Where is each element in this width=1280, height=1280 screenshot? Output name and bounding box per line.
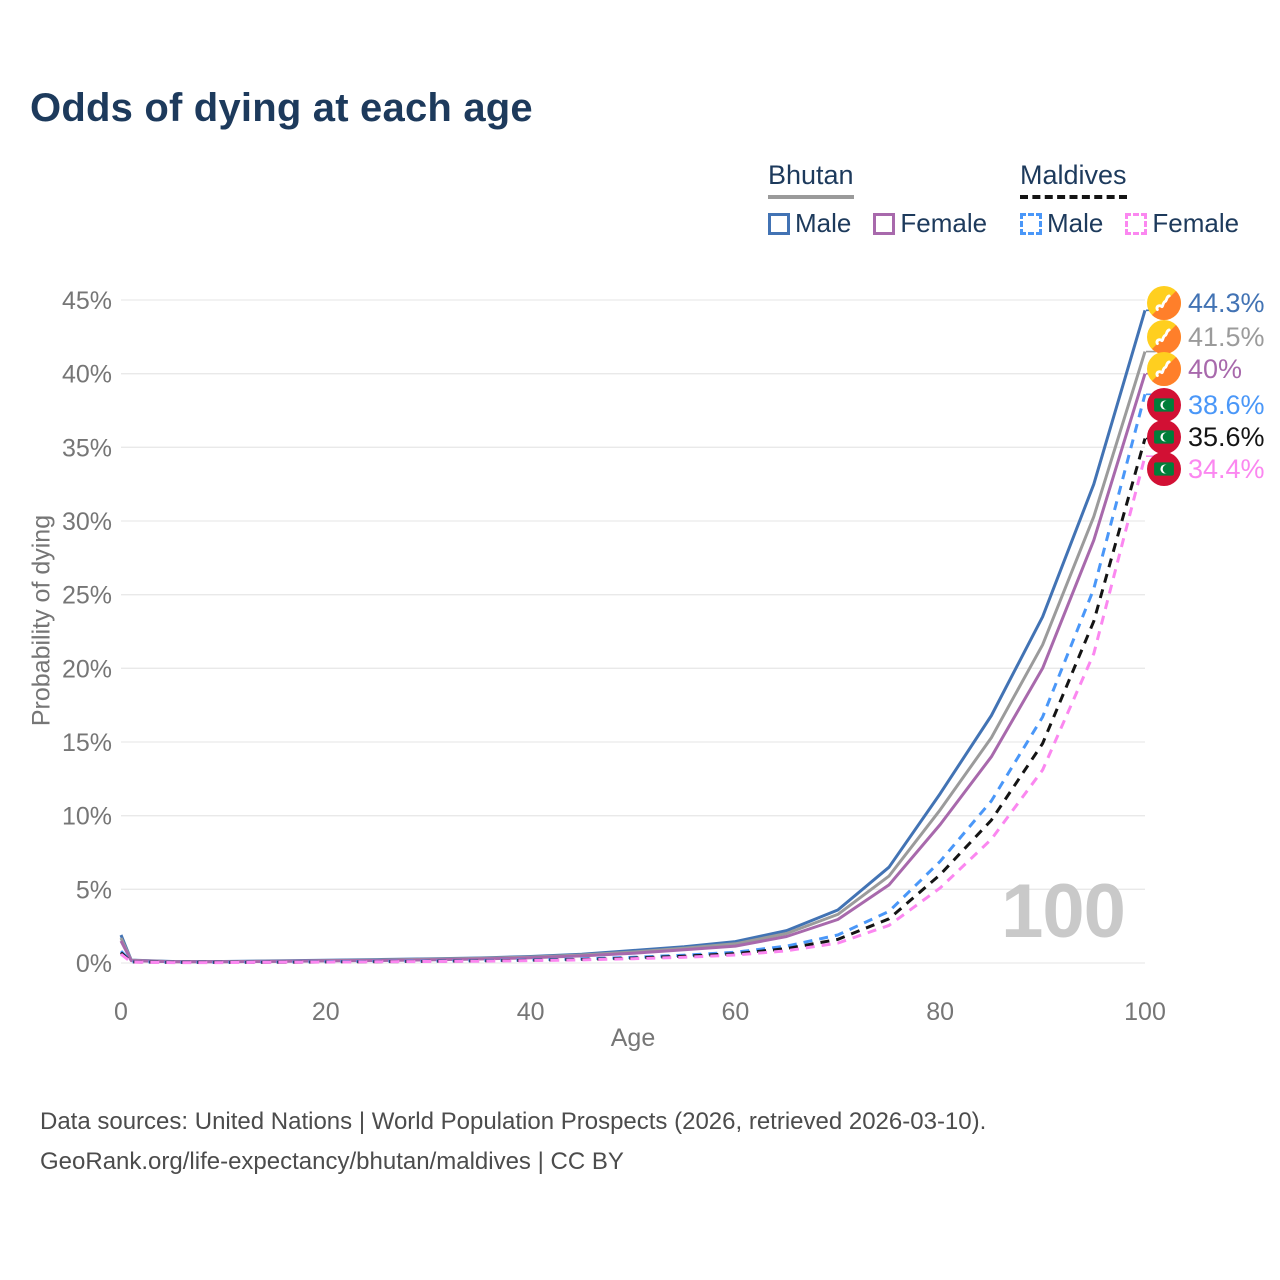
series-line-bhutan-male (119, 309, 1147, 963)
legend-item-maldives-male[interactable]: Male (1020, 208, 1103, 239)
end-value: 38.6% (1188, 389, 1265, 420)
maldives-flag-icon (1147, 452, 1181, 486)
y-tick-label: 45% (62, 287, 112, 315)
maldives-male-swatch-icon (1020, 212, 1042, 235)
x-tick-label: 80 (926, 998, 954, 1026)
legend-item-bhutan-female[interactable]: Female (873, 208, 987, 239)
end-label-maldives-male: 38.6% (1147, 388, 1265, 422)
x-tick-label: 20 (312, 998, 340, 1026)
maldives-flag-icon (1147, 420, 1181, 454)
end-value: 41.5% (1188, 321, 1265, 352)
page-title: Odds of dying at each age (30, 86, 533, 130)
end-value: 40% (1188, 353, 1243, 384)
y-tick-label: 35% (62, 434, 112, 462)
age-watermark: 100 (1001, 869, 1126, 954)
end-label-bhutan-male: 44.3% (1147, 286, 1265, 320)
bhutan-flag-icon (1147, 286, 1181, 320)
legend-group-maldives: Maldives Male Female (1020, 160, 1239, 239)
end-value: 34.4% (1188, 453, 1265, 484)
legend-item-bhutan-male[interactable]: Male (768, 208, 851, 239)
end-label-bhutan-total: 41.5% (1147, 320, 1265, 354)
y-axis-title: Probability of dying (27, 514, 56, 727)
legend-label: Male (1047, 208, 1104, 238)
bhutan-flag-icon (1147, 352, 1181, 386)
y-tick-label: 25% (62, 582, 112, 610)
x-tick-label: 60 (721, 998, 749, 1026)
maldives-female-swatch-icon (1125, 212, 1148, 235)
bhutan-female-swatch-icon (873, 212, 896, 235)
y-tick-label: 5% (76, 876, 112, 904)
y-tick-label: 15% (62, 729, 112, 757)
attribution-link[interactable]: GeoRank.org/life-expectancy/bhutan/maldi… (40, 1148, 624, 1175)
x-tick-label: 40 (517, 998, 545, 1026)
legend-group-bhutan: Bhutan Male Female (768, 160, 987, 239)
bhutan-male-swatch-icon (768, 212, 790, 235)
y-tick-label: 20% (62, 655, 112, 683)
y-tick-label: 40% (62, 361, 112, 389)
end-value: 35.6% (1188, 421, 1265, 452)
end-label-maldives-female: 34.4% (1147, 452, 1265, 486)
maldives-flag-icon (1147, 388, 1181, 422)
legend-country-bhutan[interactable]: Bhutan (768, 160, 854, 199)
series-line-maldives-total (119, 438, 1147, 964)
legend-item-maldives-female[interactable]: Female (1125, 208, 1239, 239)
y-tick-label: 30% (62, 508, 112, 536)
legend-label: Female (1152, 208, 1240, 238)
series-line-maldives-female (120, 455, 1147, 965)
legend-label: Female (900, 208, 988, 238)
end-label-bhutan-female: 40% (1147, 352, 1242, 386)
end-value: 44.3% (1188, 287, 1265, 318)
series-line-maldives-male (119, 393, 1147, 964)
bhutan-flag-icon (1147, 320, 1181, 354)
x-axis-title: Age (610, 1024, 656, 1052)
y-tick-label: 10% (62, 803, 112, 831)
series-line-bhutan-total (119, 351, 1147, 964)
legend-country-maldives[interactable]: Maldives (1020, 160, 1127, 199)
legend-label: Male (795, 208, 852, 238)
data-sources-text: Data sources: United Nations | World Pop… (40, 1108, 987, 1135)
end-label-maldives-total: 35.6% (1147, 420, 1265, 454)
y-tick-label: 0% (76, 950, 112, 978)
x-tick-label: 0 (114, 998, 128, 1026)
x-tick-label: 100 (1124, 998, 1166, 1026)
